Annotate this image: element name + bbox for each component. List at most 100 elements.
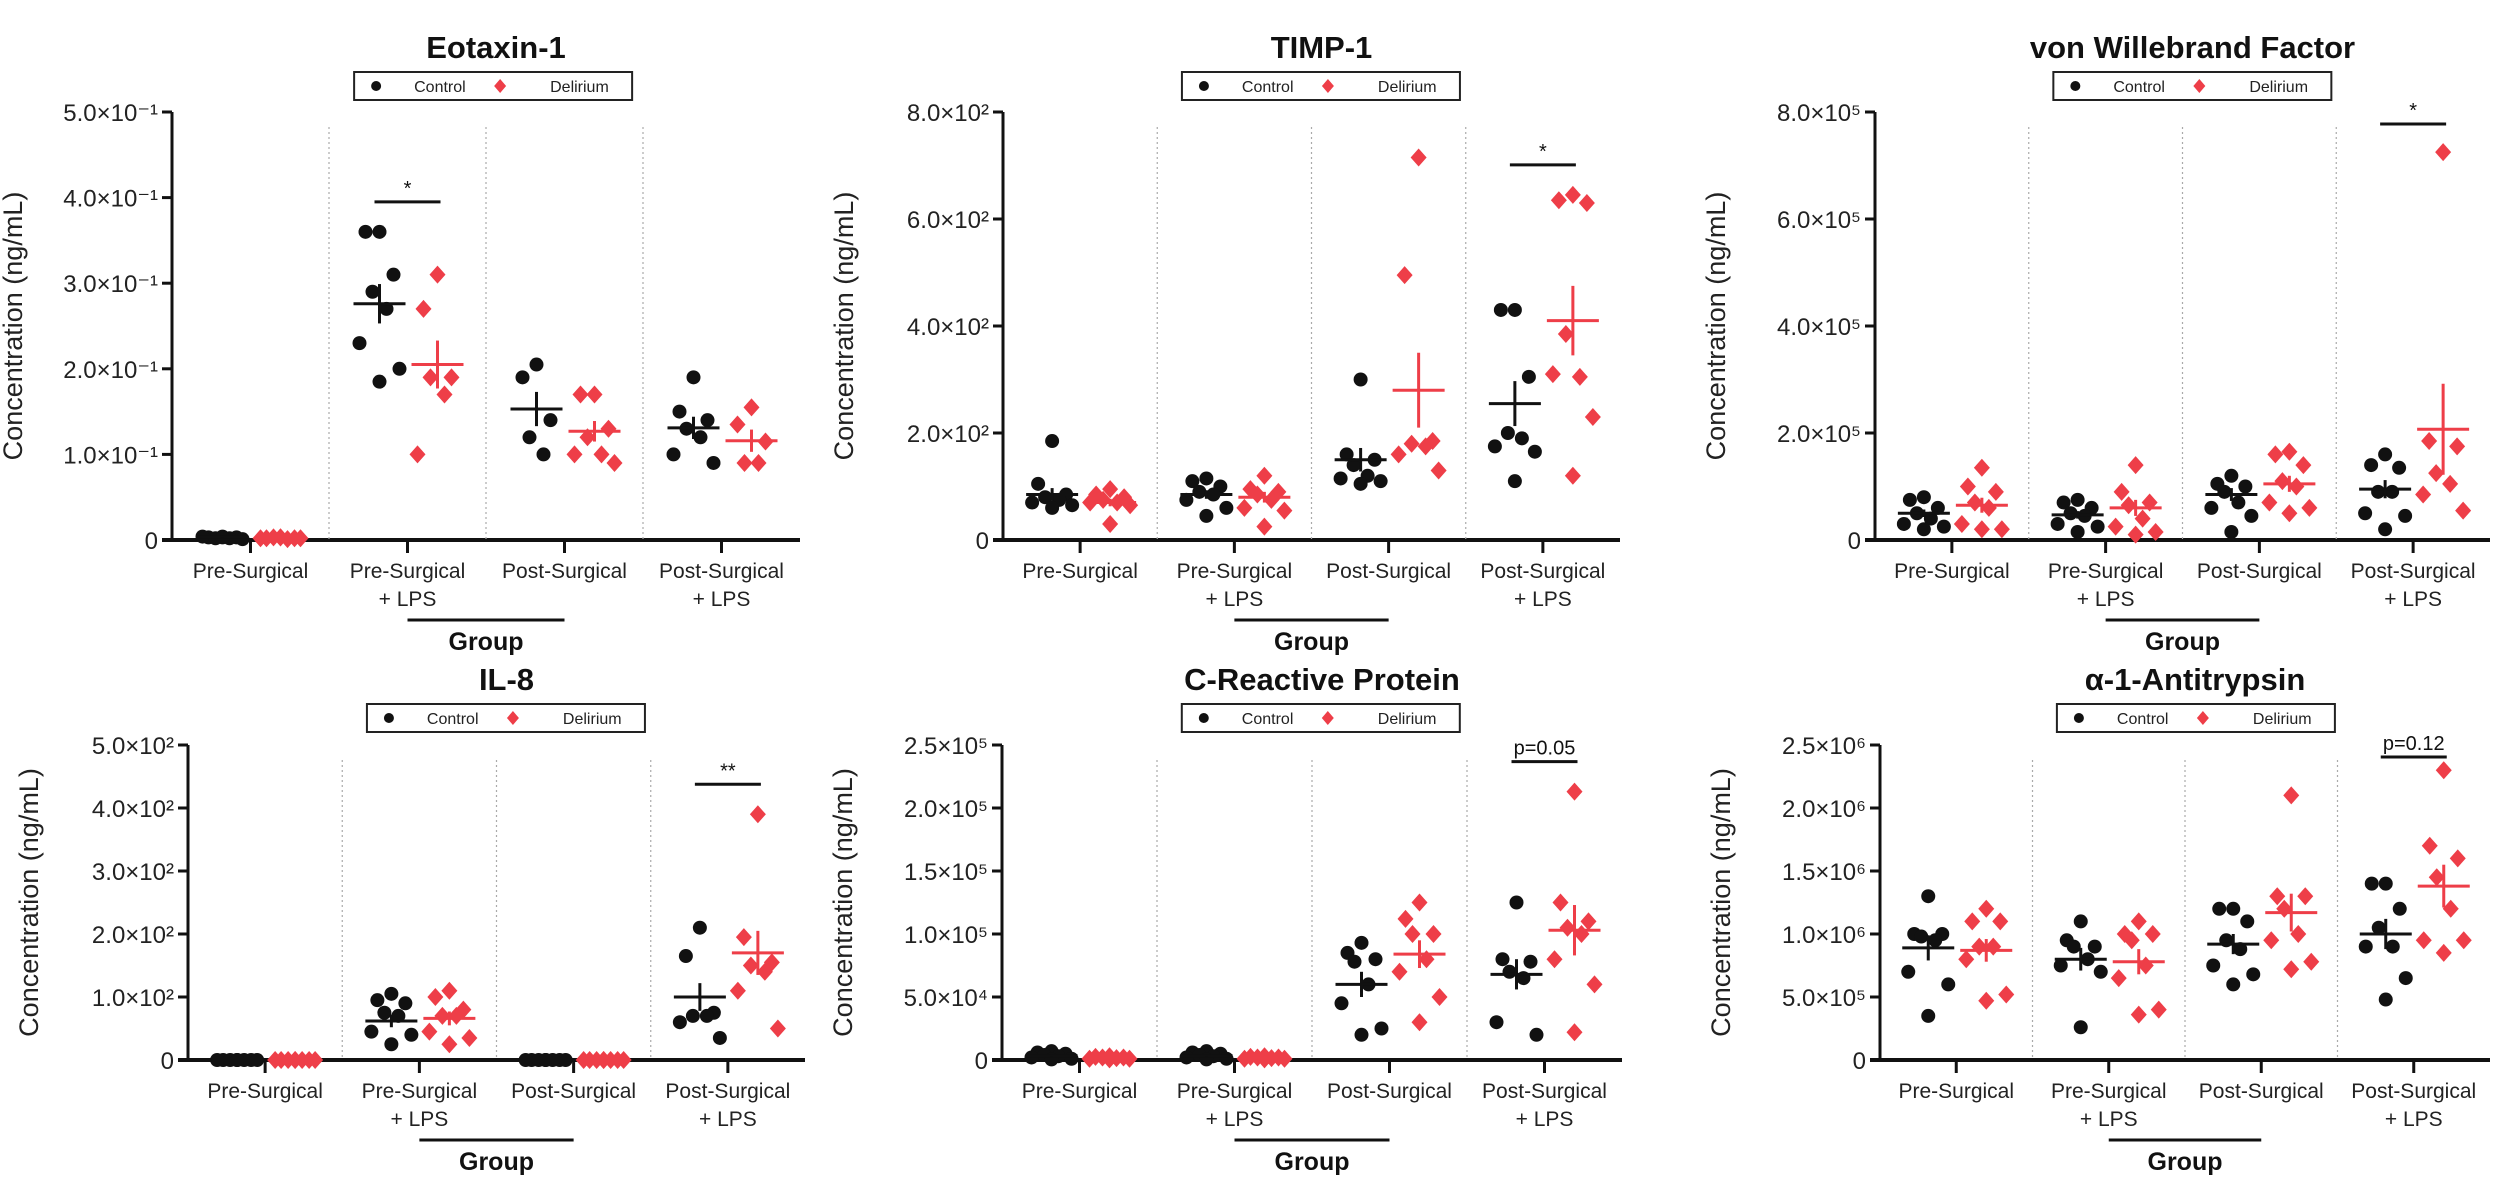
delirium-point bbox=[2442, 474, 2459, 493]
delirium-point bbox=[1391, 962, 1408, 981]
control-group bbox=[2206, 901, 2261, 992]
delirium-point bbox=[422, 368, 439, 387]
delirium-point bbox=[600, 419, 617, 438]
control-point bbox=[1045, 434, 1060, 449]
control-point bbox=[2224, 468, 2239, 483]
control-group bbox=[2050, 492, 2105, 539]
delirium-point bbox=[2130, 912, 2147, 931]
delirium-point bbox=[1390, 445, 1407, 464]
delirium-group bbox=[267, 1051, 324, 1069]
control-point bbox=[1914, 929, 1929, 944]
delirium-point bbox=[2295, 456, 2312, 475]
control-point bbox=[672, 404, 687, 419]
delirium-point bbox=[2288, 477, 2305, 496]
significance-label: p=0.05 bbox=[1514, 738, 1576, 760]
delirium-point bbox=[756, 962, 773, 981]
chart-title: TIMP-1 bbox=[1271, 30, 1373, 65]
chart-panel: von Willebrand Factor Control Delirium 0 2.0… bbox=[1701, 30, 2490, 656]
x-tick-label: Post-Surgical bbox=[1482, 1080, 1607, 1103]
x-tick-label: Pre-Surgical bbox=[1898, 1080, 2014, 1103]
delirium-point bbox=[2127, 456, 2144, 475]
control-point bbox=[2231, 495, 2246, 510]
control-point bbox=[2378, 876, 2393, 891]
control-group bbox=[1179, 1044, 1234, 1067]
legend-delirium-label: Delirium bbox=[563, 711, 622, 728]
y-tick-label: 0 bbox=[1848, 528, 1861, 555]
delirium-group bbox=[1546, 782, 1603, 1042]
delirium-point bbox=[2303, 952, 2320, 971]
delirium-point bbox=[2113, 482, 2130, 501]
delirium-point bbox=[1552, 893, 1569, 912]
y-tick-label: 1.0×10⁶ bbox=[1782, 922, 1866, 949]
control-point bbox=[2358, 939, 2373, 954]
delirium-point bbox=[2134, 509, 2151, 528]
legend-box bbox=[2055, 703, 2336, 733]
delirium-point bbox=[2455, 931, 2472, 950]
x-tick-label-line2: + LPS bbox=[2080, 1108, 2138, 1131]
control-point bbox=[2238, 479, 2253, 494]
delirium-point bbox=[2283, 786, 2300, 805]
legend-control-marker bbox=[1198, 81, 1209, 91]
control-point bbox=[1521, 369, 1536, 384]
x-tick-label: Post-Surgical bbox=[511, 1080, 636, 1103]
x-tick-label-line2: + LPS bbox=[2077, 588, 2135, 611]
control-point bbox=[1507, 474, 1522, 489]
y-tick-label: 1.0×10² bbox=[92, 985, 174, 1012]
delirium-point bbox=[2274, 472, 2291, 491]
control-point bbox=[1374, 1021, 1389, 1036]
control-point bbox=[1192, 484, 1207, 499]
legend-control-label: Control bbox=[414, 79, 466, 96]
control-point bbox=[384, 986, 399, 1001]
delirium-point bbox=[1101, 1050, 1118, 1069]
y-tick-label: 2.0×10⁵ bbox=[1777, 421, 1861, 448]
delirium-point bbox=[2269, 887, 2286, 906]
delirium-point bbox=[1256, 1050, 1273, 1069]
x-tick-label: Pre-Surgical bbox=[2051, 1080, 2167, 1103]
y-tick-label: 1.5×10⁵ bbox=[904, 859, 988, 886]
y-tick-label: 3.0×10² bbox=[92, 859, 174, 886]
delirium-group bbox=[252, 528, 309, 549]
y-tick-label: 5.0×10² bbox=[92, 733, 174, 760]
delirium-point bbox=[2127, 525, 2144, 544]
legend-delirium-marker bbox=[494, 79, 507, 93]
control-point bbox=[1936, 519, 1951, 534]
control-point bbox=[1179, 1050, 1194, 1065]
delirium-point bbox=[1966, 493, 1983, 512]
delirium-point bbox=[2449, 849, 2466, 868]
delirium-point bbox=[2123, 931, 2140, 950]
control-point bbox=[1373, 474, 1388, 489]
x-axis-label: Group bbox=[1275, 1148, 1350, 1176]
significance-label: ** bbox=[720, 760, 736, 782]
delirium-point bbox=[1564, 185, 1581, 204]
delirium-point bbox=[421, 1022, 438, 1041]
control-point bbox=[1502, 964, 1517, 979]
delirium-point bbox=[736, 453, 753, 472]
chart-title: IL-8 bbox=[479, 662, 534, 697]
delirium-group bbox=[1236, 1047, 1293, 1069]
control-point bbox=[1025, 495, 1040, 510]
delirium-point bbox=[1431, 988, 1448, 1006]
control-point bbox=[404, 1027, 419, 1042]
x-tick-label: Post-Surgical bbox=[665, 1080, 790, 1103]
control-point bbox=[2226, 901, 2241, 916]
delirium-point bbox=[1430, 461, 1447, 480]
control-point bbox=[352, 336, 367, 351]
legend: Control Delirium bbox=[1180, 71, 1461, 101]
x-tick-label: Pre-Surgical bbox=[1177, 1080, 1293, 1103]
control-point bbox=[1199, 508, 1214, 523]
y-tick-label: 0 bbox=[1853, 1048, 1866, 1075]
delirium-group bbox=[2415, 761, 2472, 962]
y-axis-label: Concentration (ng/mL) bbox=[14, 768, 44, 1037]
control-point bbox=[1923, 511, 1938, 526]
delirium-group bbox=[421, 981, 478, 1054]
control-group bbox=[2358, 447, 2413, 537]
y-tick-label: 8.0×10⁵ bbox=[1777, 100, 1861, 127]
legend-control-label: Control bbox=[2113, 79, 2165, 96]
legend: Control Delirium bbox=[353, 71, 634, 101]
control-point bbox=[2378, 447, 2393, 462]
delirium-group bbox=[729, 805, 786, 1038]
control-point bbox=[2246, 967, 2261, 982]
delirium-point bbox=[1566, 1023, 1583, 1042]
x-tick-label: Pre-Surgical bbox=[362, 1080, 478, 1103]
control-point bbox=[2050, 516, 2065, 531]
